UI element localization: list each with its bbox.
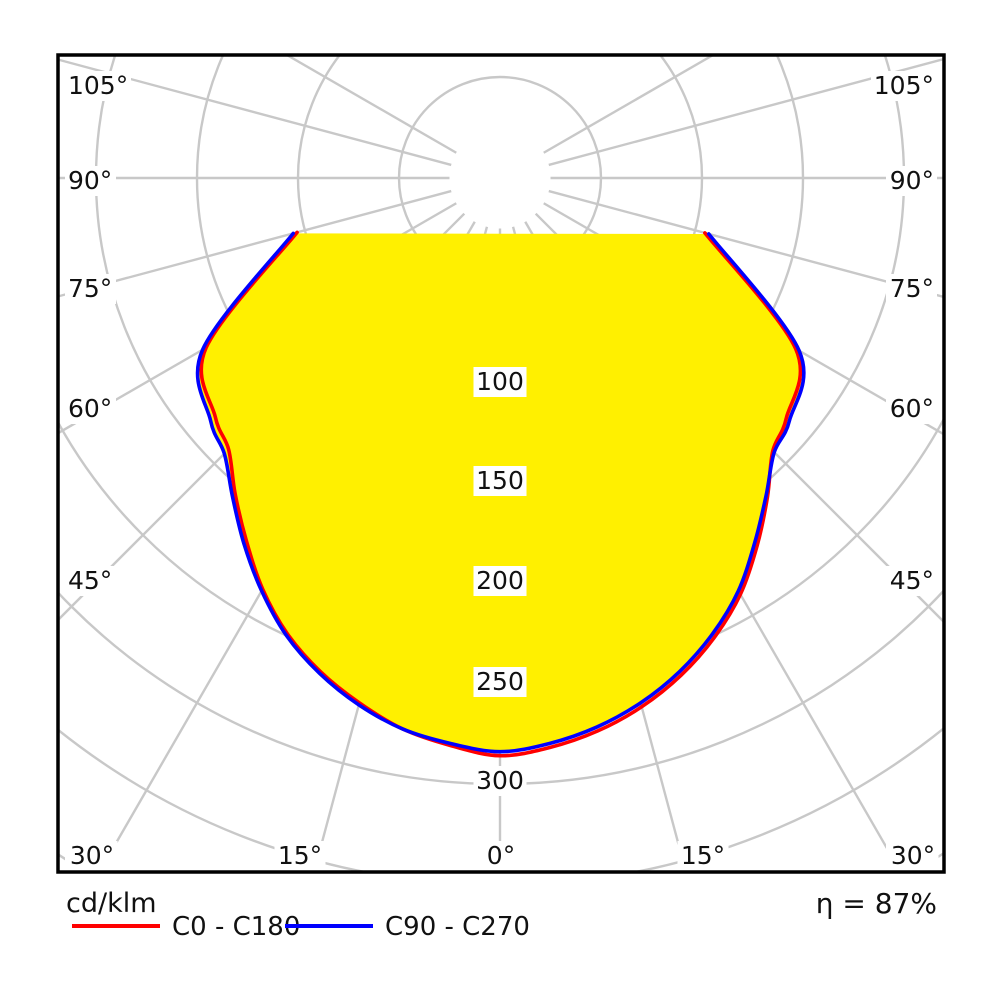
angular-axis-labels: 105° 90° 75° 60° 45° 30° 105° 90° 75° 60° 45° 30° 30… (65, 71, 939, 871)
legend-label-0: C0 - C180 (172, 912, 300, 942)
radial-label-halo (473, 466, 527, 496)
angle-label-halo (887, 841, 939, 871)
angle-label-halo (65, 166, 116, 196)
angle-label-halo (66, 841, 118, 871)
radial-label-halo (473, 566, 527, 596)
legend: C0 - C180 C90 - C270 (72, 912, 530, 942)
angle-label-left-3: 60° (68, 394, 112, 423)
angle-label-halo (65, 566, 116, 596)
angle-label-halo (483, 841, 519, 871)
radial-label-halo (473, 367, 527, 397)
angle-label-right-3: 60° (890, 394, 934, 423)
grid-spoke (284, 55, 457, 154)
plot-frame (56, 53, 946, 874)
angle-label-halo (886, 566, 937, 596)
angle-label-left-0: 105° (68, 71, 128, 100)
radial-label-halo (473, 667, 527, 697)
angle-label-halo (886, 274, 937, 304)
radial-axis-tick-3: 250 (476, 667, 524, 696)
grid-spoke (548, 189, 944, 299)
radial-axis-labels: 100 150 200 250 300 (473, 367, 527, 796)
grid-spoke (548, 57, 944, 167)
angle-label-left-1: 90° (68, 166, 112, 195)
radial-axis-tick-1: 150 (476, 466, 524, 495)
angle-label-halo (65, 394, 116, 424)
legend-label-1: C90 - C270 (385, 912, 530, 942)
angle-label-left-4: 45° (68, 566, 112, 595)
angle-label-left-2: 75° (68, 274, 112, 303)
angle-label-right-1: 90° (890, 166, 934, 195)
efficiency-label: η = 87% (816, 887, 937, 920)
angle-label-bottom-3: 15° (681, 841, 725, 870)
grid-spoke (543, 55, 716, 154)
angle-label-bottom-1: 15° (278, 841, 322, 870)
angle-label-bottom-4: 30° (891, 841, 935, 870)
radial-axis-tick-4: 300 (476, 766, 524, 795)
radial-label-halo (473, 766, 527, 796)
angle-label-bottom-0: 30° (70, 841, 114, 870)
grid-spoke (58, 189, 452, 298)
angle-label-halo (677, 841, 729, 871)
angle-label-halo (886, 166, 937, 196)
angle-label-halo (274, 841, 326, 871)
angle-label-halo (65, 71, 131, 101)
curve-c90-c270 (195, 231, 806, 754)
angle-label-right-0: 105° (874, 71, 934, 100)
angle-label-bottom-2: 0° (487, 841, 515, 870)
angle-label-right-4: 45° (890, 566, 934, 595)
radial-axis-tick-2: 200 (476, 566, 524, 595)
angle-label-halo (871, 71, 937, 101)
unit-label: cd/klm (66, 888, 157, 919)
angle-label-right-2: 75° (890, 274, 934, 303)
radial-axis-tick-0: 100 (476, 367, 524, 396)
angle-label-halo (65, 274, 116, 304)
angle-label-halo (886, 394, 937, 424)
grid-spoke (58, 58, 452, 167)
